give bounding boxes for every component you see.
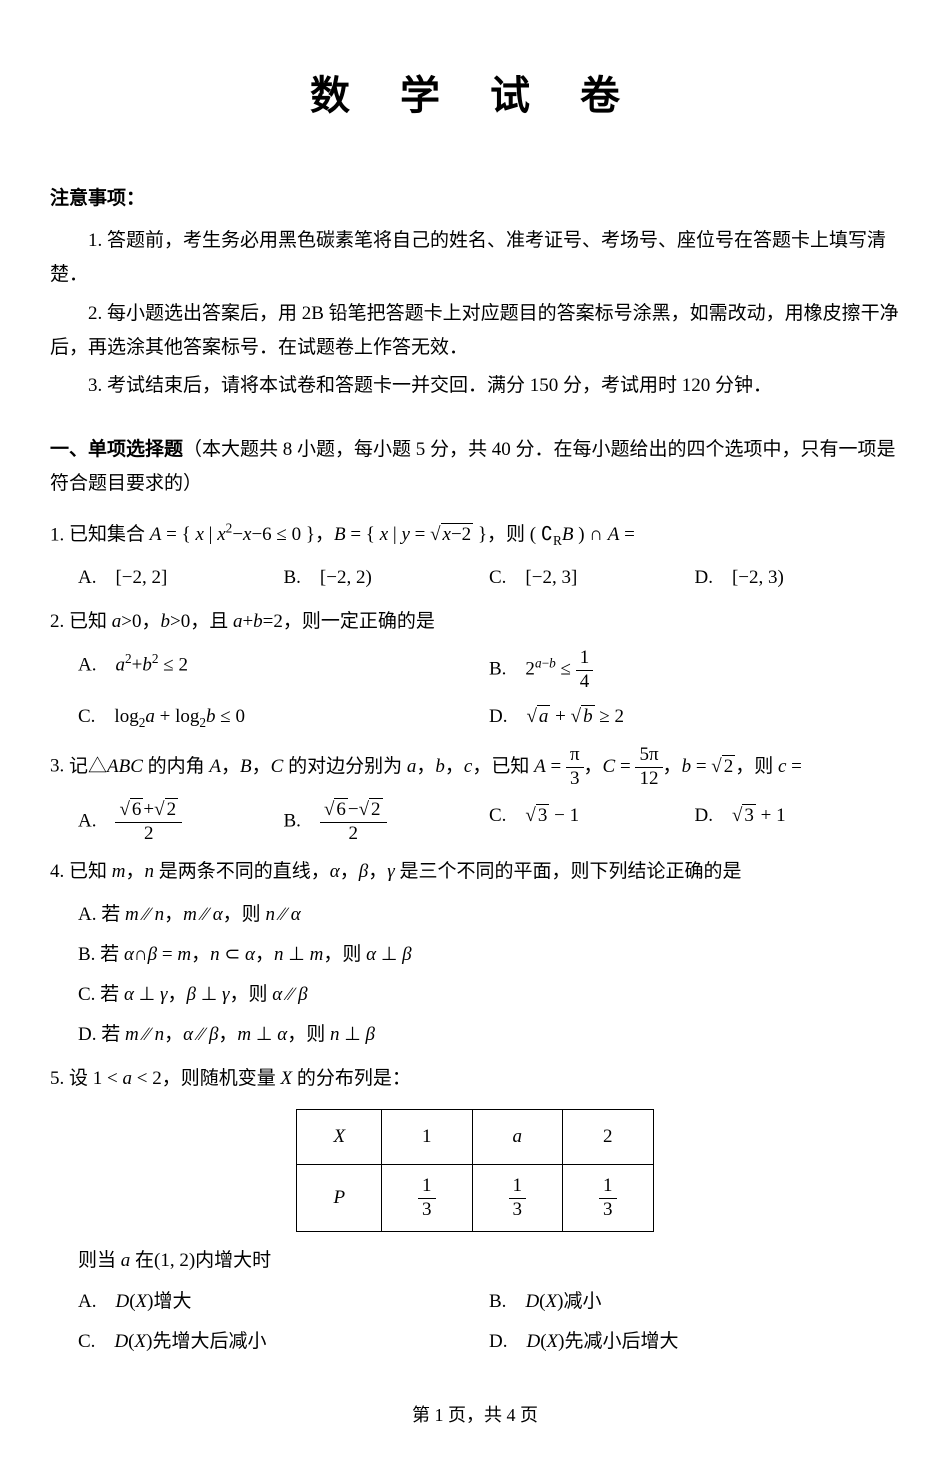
q5-opt-d: D. D(X)先减小后增大	[489, 1325, 900, 1359]
q4-opt-c: C. 若 α ⊥ γ，β ⊥ γ，则 α ∕∕ β	[50, 978, 900, 1012]
q2-opt-a: A. a2+b2 ≤ 2	[78, 647, 489, 694]
question-2: 2. 已知 a>0，b>0，且 a+b=2，则一定正确的是	[50, 605, 900, 639]
table-cell-P: P	[297, 1164, 382, 1232]
q5-opt-a: A. D(X)增大	[78, 1285, 489, 1319]
q5-after-p1: 则当	[78, 1250, 121, 1271]
q4-num: 4.	[50, 861, 64, 882]
notice-1: 1. 答题前，考生务必用黑色碳素笔将自己的姓名、准考证号、考场号、座位号在答题卡…	[50, 224, 900, 292]
q1-opt-a: A. [−2, 2]	[78, 561, 284, 595]
q3-p2: 的内角	[143, 756, 210, 777]
q3-p4: ，已知	[472, 756, 534, 777]
q3-p1: 记△	[69, 756, 107, 777]
notice-2: 2. 每小题选出答案后，用 2B 铅笔把答题卡上对应题目的答案标号涂黑，如需改动…	[50, 297, 900, 365]
q2-num: 2.	[50, 611, 64, 632]
q3-opt-d: D. √3 + 1	[695, 799, 901, 846]
q1-stem: 已知集合 A = { x | x2−x−6 ≤ 0 }，B = { x | y …	[69, 524, 635, 545]
q3-opt-c: C. √3 − 1	[489, 799, 695, 846]
table-cell-a: a	[472, 1109, 563, 1164]
q5-p2: ，则随机变量	[162, 1068, 281, 1089]
q5-p1: 设	[69, 1068, 93, 1089]
q2-stem: 已知 a>0，b>0，且 a+b=2，则一定正确的是	[69, 611, 435, 632]
table-cell-X: X	[297, 1109, 382, 1164]
section-1-header: 一、单项选择题（本大题共 8 小题，每小题 5 分，共 40 分．在每小题给出的…	[50, 433, 900, 501]
q2-stem-suf: ，则一定正确的是	[283, 611, 435, 632]
notice-3: 3. 考试结束后，请将本试卷和答题卡一并交回．满分 150 分，考试用时 120…	[50, 369, 900, 403]
section-1-label: 一、单项选择题	[50, 439, 183, 460]
q4-stem: 已知 m，n 是两条不同的直线，α，β，γ 是三个不同的平面，则下列结论正确的是	[69, 861, 742, 882]
q4-opt-a: A. 若 m ∕∕ n，m ∕∕ α，则 n ∕∕ α	[50, 898, 900, 932]
exam-title: 数 学 试 卷	[50, 60, 900, 132]
q4-p3: 是三个不同的平面，则下列结论正确的是	[395, 861, 742, 882]
q3-stem: 记△ABC 的内角 A，B，C 的对边分别为 a，b，c，已知 A = π3，C…	[69, 756, 802, 777]
q4-p2: 是两条不同的直线，	[154, 861, 330, 882]
page-footer: 第 1 页，共 4 页	[50, 1399, 900, 1431]
q5-p3: 的分布列是：	[292, 1068, 411, 1089]
q1-opt-c: C. [−2, 3]	[489, 561, 695, 595]
table-cell-1: 1	[382, 1109, 473, 1164]
q5d-pre: D.	[489, 1331, 526, 1352]
table-cell-2: 2	[563, 1109, 654, 1164]
q5-after-p2: 在(1, 2)内增大时	[130, 1250, 271, 1271]
q2-options-1: A. a2+b2 ≤ 2 B. 2a−b ≤ 14	[50, 647, 900, 694]
table-row: X 1 a 2	[297, 1109, 653, 1164]
notice-header: 注意事项：	[50, 182, 900, 216]
q5d-txt: 先减小后增大	[564, 1331, 678, 1352]
q2-options-2: C. log2a + log2b ≤ 0 D. √a + √b ≥ 2	[50, 700, 900, 735]
distribution-table: X 1 a 2 P 13 13 13	[296, 1109, 653, 1233]
q5-num: 5.	[50, 1068, 64, 1089]
q5a-pre: A.	[78, 1291, 115, 1312]
q3-p3: 的对边分别为	[283, 756, 407, 777]
q2-opt-c: C. log2a + log2b ≤ 0	[78, 700, 489, 735]
question-4: 4. 已知 m，n 是两条不同的直线，α，β，γ 是三个不同的平面，则下列结论正…	[50, 855, 900, 889]
question-5: 5. 设 1 < a < 2，则随机变量 X 的分布列是：	[50, 1062, 900, 1096]
q3-opt-b: B. √6−√22	[284, 799, 490, 846]
table-row: P 13 13 13	[297, 1164, 653, 1232]
q5-options-1: A. D(X)增大 B. D(X)减小	[50, 1285, 900, 1319]
q5c-pre: C.	[78, 1331, 114, 1352]
q1-opt-d: D. [−2, 3)	[695, 561, 901, 595]
q3-num: 3.	[50, 756, 64, 777]
q2-opt-b: B. 2a−b ≤ 14	[489, 647, 900, 694]
q5a-txt: 增大	[153, 1291, 191, 1312]
q5-after: 则当 a 在(1, 2)内增大时	[50, 1244, 900, 1278]
table-cell-p1: 13	[382, 1164, 473, 1232]
table-cell-p2: 13	[472, 1164, 563, 1232]
q3-options: A. √6+√22 B. √6−√22 C. √3 − 1 D. √3 + 1	[50, 799, 900, 846]
q5-stem: 设 1 < a < 2，则随机变量 X 的分布列是：	[69, 1068, 411, 1089]
q4-opt-d: D. 若 m ∕∕ n，α ∕∕ β，m ⊥ α，则 n ⊥ β	[50, 1018, 900, 1052]
q4-opt-b: B. 若 α∩β = m，n ⊂ α，n ⊥ m，则 α ⊥ β	[50, 938, 900, 972]
q5b-pre: B.	[489, 1291, 525, 1312]
q1-num: 1.	[50, 524, 64, 545]
q4-p1: 已知	[69, 861, 112, 882]
q3-opt-a: A. √6+√22	[78, 799, 284, 846]
question-3: 3. 记△ABC 的内角 A，B，C 的对边分别为 a，b，c，已知 A = π…	[50, 744, 900, 791]
q5c-txt: 先增大后减小	[152, 1331, 266, 1352]
q5b-txt: 减小	[563, 1291, 601, 1312]
q5-opt-b: B. D(X)减小	[489, 1285, 900, 1319]
q1-opt-b: B. [−2, 2)	[284, 561, 490, 595]
q1-options: A. [−2, 2] B. [−2, 2) C. [−2, 3] D. [−2,…	[50, 561, 900, 595]
question-1: 1. 已知集合 A = { x | x2−x−6 ≤ 0 }，B = { x |…	[50, 517, 900, 553]
q5-options-2: C. D(X)先增大后减小 D. D(X)先减小后增大	[50, 1325, 900, 1359]
q2-opt-d: D. √a + √b ≥ 2	[489, 700, 900, 735]
q1-stem-pre: 已知集合	[69, 524, 150, 545]
table-cell-p3: 13	[563, 1164, 654, 1232]
q2-stem-pre: 已知	[69, 611, 112, 632]
q5-opt-c: C. D(X)先增大后减小	[78, 1325, 489, 1359]
